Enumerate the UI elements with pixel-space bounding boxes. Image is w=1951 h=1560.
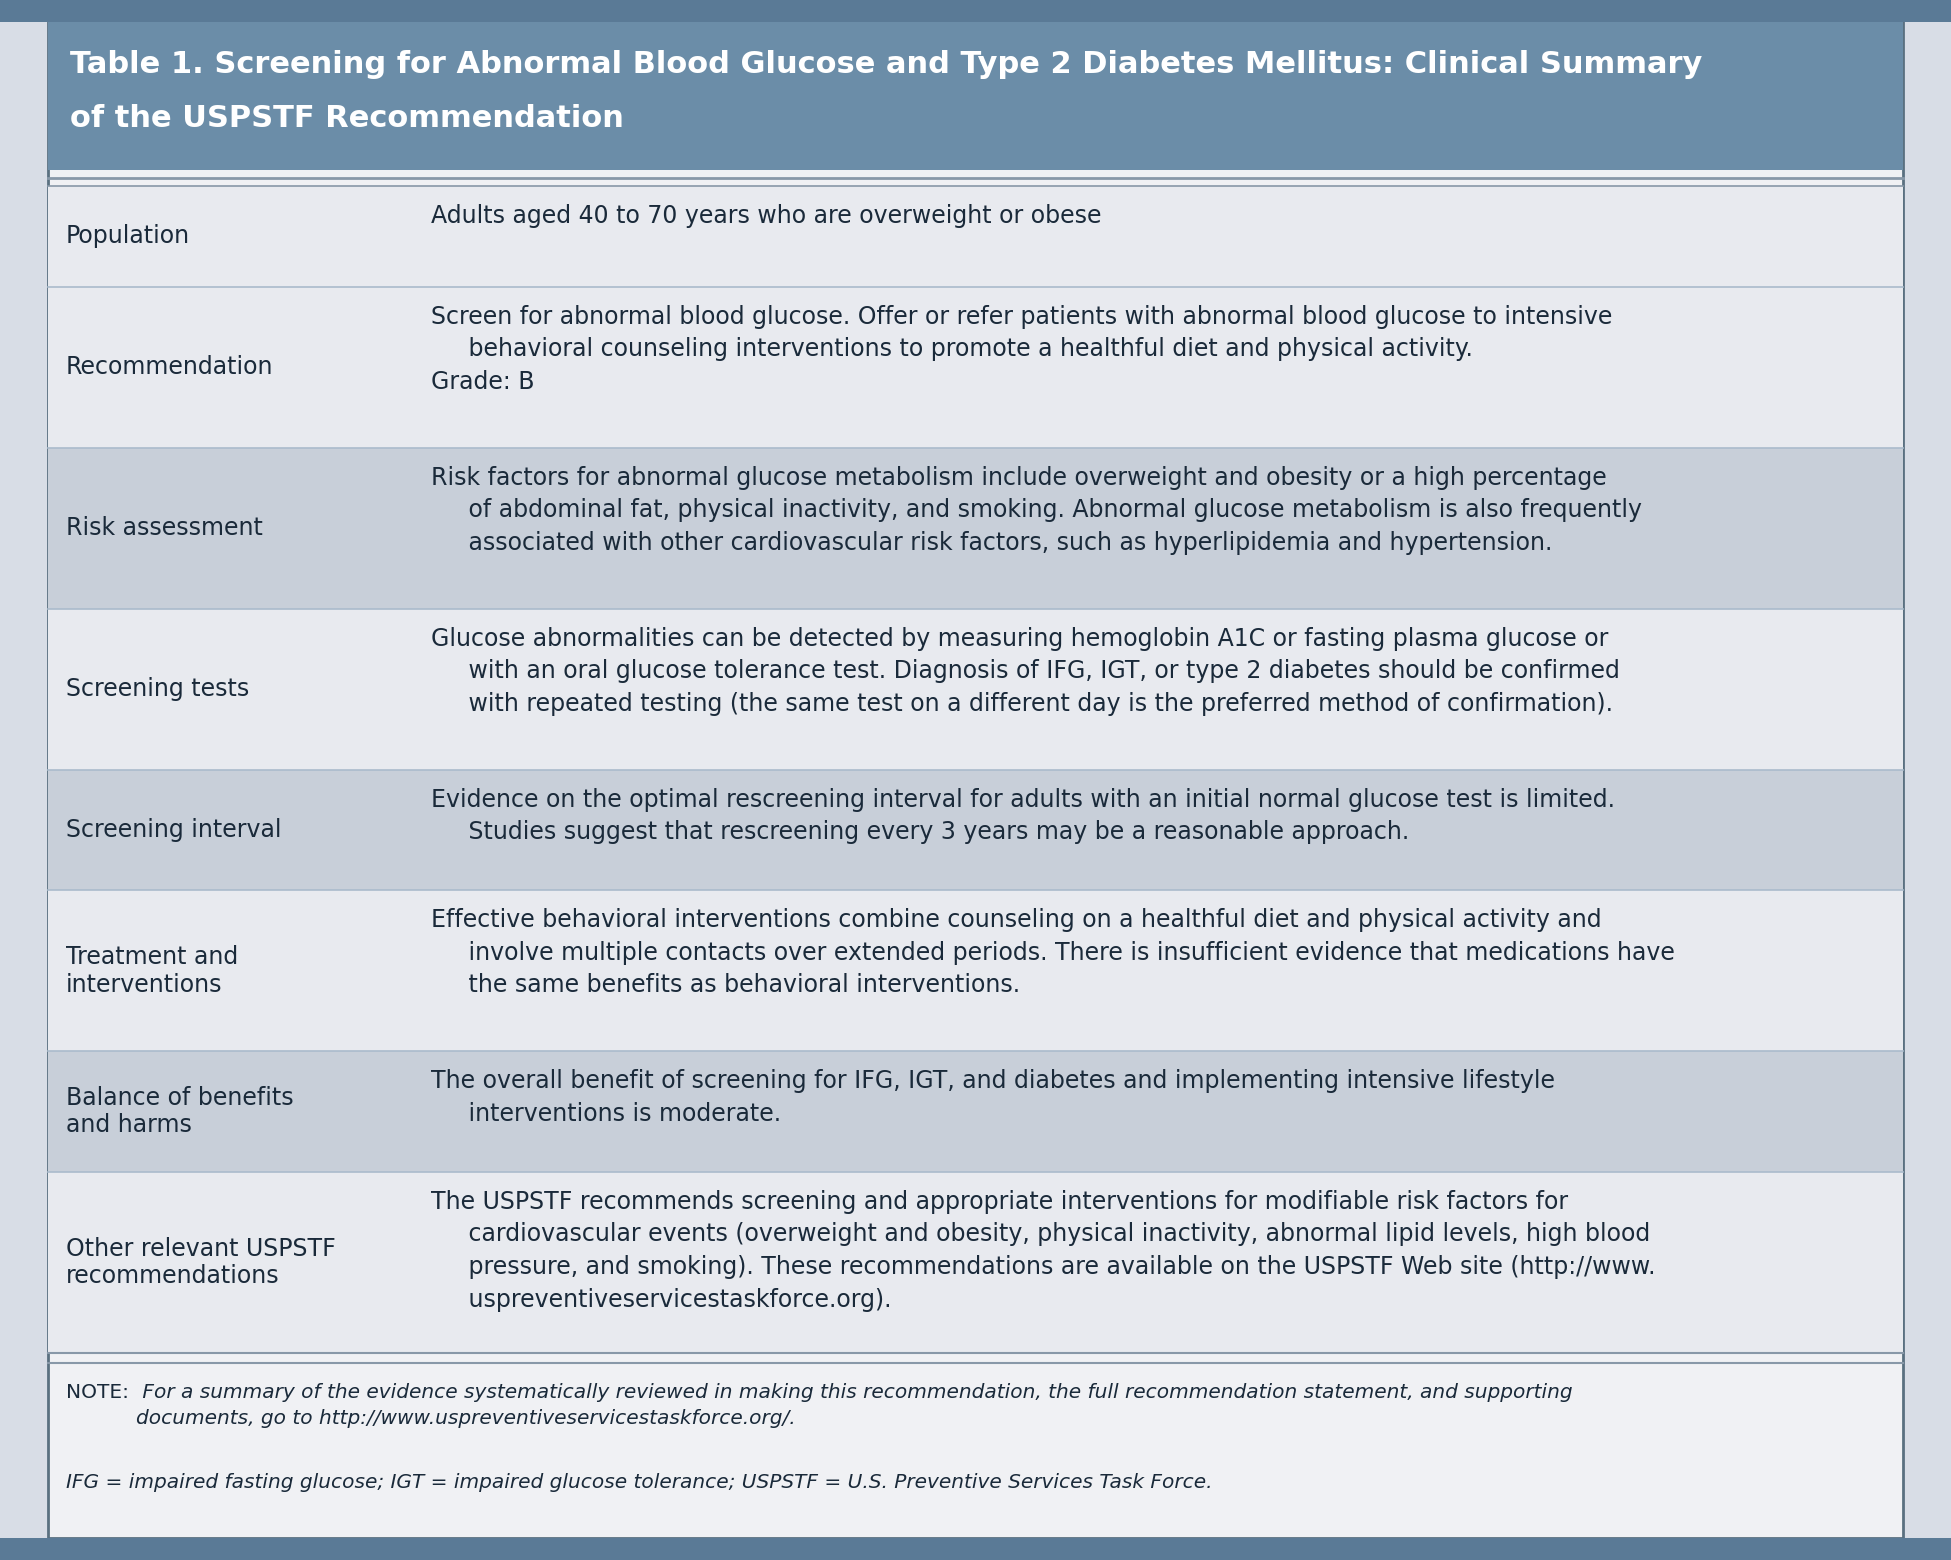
Text: Screen for abnormal blood glucose. Offer or refer patients with abnormal blood g: Screen for abnormal blood glucose. Offer… <box>431 304 1612 393</box>
Text: The overall benefit of screening for IFG, IGT, and diabetes and implementing int: The overall benefit of screening for IFG… <box>431 1069 1555 1126</box>
Bar <box>0 0 1951 22</box>
Text: Screening interval: Screening interval <box>66 817 281 842</box>
Bar <box>49 448 1902 608</box>
Text: of the USPSTF Recommendation: of the USPSTF Recommendation <box>70 105 624 133</box>
Text: Evidence on the optimal rescreening interval for adults with an initial normal g: Evidence on the optimal rescreening inte… <box>431 788 1615 844</box>
Text: Other relevant USPSTF
recommendations: Other relevant USPSTF recommendations <box>66 1237 336 1289</box>
Text: For a summary of the evidence systematically reviewed in making this recommendat: For a summary of the evidence systematic… <box>137 1384 1573 1429</box>
Text: Treatment and
interventions: Treatment and interventions <box>66 945 238 997</box>
Text: Table 1. Screening for Abnormal Blood Glucose and Type 2 Diabetes Mellitus: Clin: Table 1. Screening for Abnormal Blood Gl… <box>70 50 1703 80</box>
Bar <box>49 287 1902 448</box>
Bar <box>49 608 1902 769</box>
Text: NOTE:: NOTE: <box>66 1384 129 1402</box>
Text: Glucose abnormalities can be detected by measuring hemoglobin A1C or fasting pla: Glucose abnormalities can be detected by… <box>431 627 1619 716</box>
Text: IFG = impaired fasting glucose; IGT = impaired glucose tolerance; USPSTF = U.S. : IFG = impaired fasting glucose; IGT = im… <box>66 1473 1212 1491</box>
Text: Population: Population <box>66 225 189 248</box>
Bar <box>49 891 1902 1051</box>
Text: Recommendation: Recommendation <box>66 356 273 379</box>
Text: Risk factors for abnormal glucose metabolism include overweight and obesity or a: Risk factors for abnormal glucose metabo… <box>431 465 1643 555</box>
Bar <box>49 1051 1902 1172</box>
Text: The USPSTF recommends screening and appropriate interventions for modifiable ris: The USPSTF recommends screening and appr… <box>431 1190 1656 1312</box>
Text: Risk assessment: Risk assessment <box>66 516 263 540</box>
Bar <box>0 1538 1951 1560</box>
Bar <box>49 22 1902 170</box>
Bar <box>49 186 1902 287</box>
Text: Balance of benefits
and harms: Balance of benefits and harms <box>66 1086 293 1137</box>
Text: Screening tests: Screening tests <box>66 677 250 700</box>
Text: Adults aged 40 to 70 years who are overweight or obese: Adults aged 40 to 70 years who are overw… <box>431 204 1102 228</box>
Text: Effective behavioral interventions combine counseling on a healthful diet and ph: Effective behavioral interventions combi… <box>431 908 1674 997</box>
Bar <box>49 1172 1902 1353</box>
Bar <box>49 769 1902 891</box>
